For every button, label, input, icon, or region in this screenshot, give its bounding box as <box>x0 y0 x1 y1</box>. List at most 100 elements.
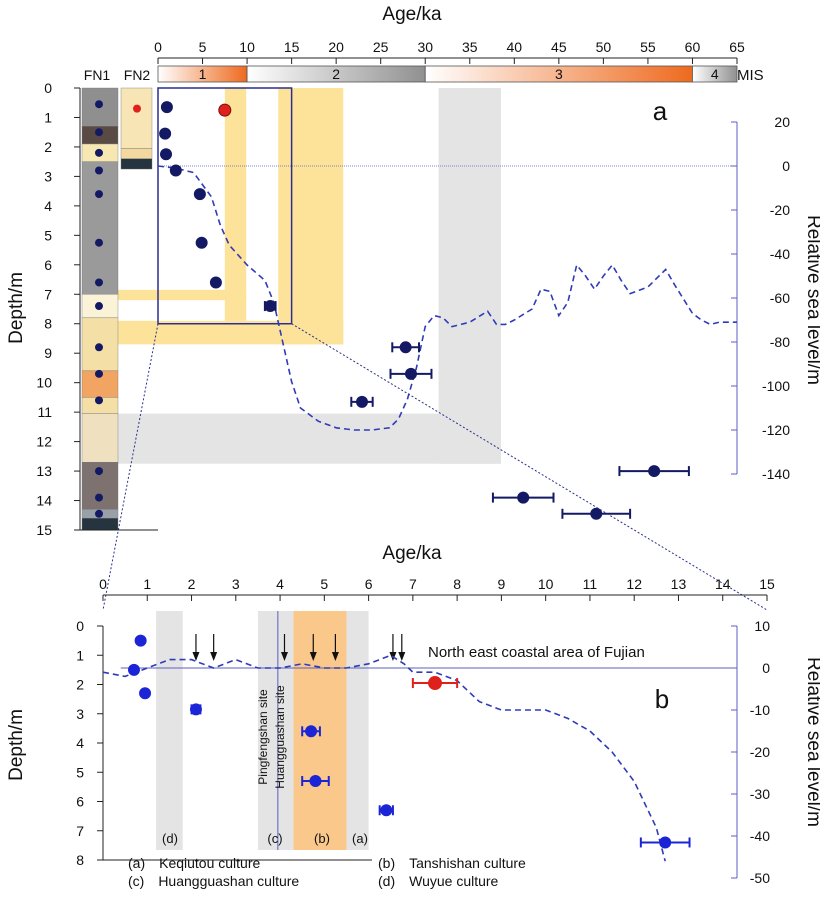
panel-a-bands <box>118 88 501 464</box>
panel-a-y-tick-label: 4 <box>44 198 52 214</box>
panel-a-data-point <box>209 276 222 289</box>
mis-stage-label-4: 4 <box>711 66 719 82</box>
panel-a-right-tick-label: -80 <box>770 334 790 350</box>
panel-b-data-point <box>139 687 152 700</box>
panel-a-right-tick-label: -20 <box>770 202 790 218</box>
panel-a-x-tick-label: 35 <box>462 39 478 55</box>
panel-a-x-axis-title: Age/ka <box>382 4 442 25</box>
panel-b-sea-level-line <box>102 654 666 862</box>
panel-a-points <box>159 101 690 520</box>
panel-b-site-label-huangguashan: Huangguashan site <box>273 685 287 789</box>
panel-a-y-tick-label: 8 <box>44 316 52 332</box>
panel-a-data-point <box>264 300 277 313</box>
panel-b-data-point <box>305 725 318 738</box>
panel-b-right-tick-label: -10 <box>750 702 770 718</box>
connector-right <box>291 323 768 611</box>
panel-a-y-tick-label: 9 <box>44 345 52 361</box>
panel-b-y-tick-label: 8 <box>76 852 84 868</box>
panel-a-data-point <box>590 507 603 520</box>
panel-a-data-point <box>355 395 368 408</box>
panel-b-right-tick-label: 10 <box>754 618 770 634</box>
panel-a-y-tick-label: 3 <box>44 168 52 184</box>
panel-b-right-tick-label: -30 <box>750 786 770 802</box>
culture-arrow-head <box>192 652 200 661</box>
yellow-band-age-holocene <box>224 88 247 321</box>
panel-a-data-point <box>195 236 208 249</box>
culture-band-a <box>346 611 369 850</box>
panel-b-x-tick-label: 11 <box>583 576 598 592</box>
panel-a-y-tick-label: 10 <box>36 375 52 391</box>
panel-a-data-point <box>399 341 412 354</box>
panel-a-y-tick-label: 11 <box>37 404 52 420</box>
panel-b-y-axis-title: Depth/m <box>6 709 27 781</box>
yellow-band-depth-2 <box>118 320 344 345</box>
panel-b-x-tick-label: 7 <box>409 576 417 592</box>
panel-b-y-tick-label: 5 <box>76 764 84 780</box>
legend-item-huangguashan: (c) Huangguashan culture <box>128 873 299 889</box>
panel-a-x-tick-label: 60 <box>685 39 701 55</box>
panel-a-right-tick-label: -140 <box>762 466 790 482</box>
panel-a-y-tick-label: 1 <box>44 109 52 125</box>
panel-a-right-tick-label: -40 <box>770 246 790 262</box>
fn2-sample-dot <box>133 104 141 113</box>
panel-b-x-tick-label: 15 <box>759 576 775 592</box>
panel-b-right-tick-label: 0 <box>762 660 770 676</box>
panel-a-y-axis-title: Depth/m <box>6 272 27 344</box>
panel-a-data-point <box>648 465 661 478</box>
fn1-sample-dot <box>95 493 103 502</box>
culture-arrow-head <box>210 652 218 661</box>
panel-a-data-point <box>160 101 173 114</box>
fn1-sample-dot <box>95 467 103 476</box>
panel-b-x-tick-label: 9 <box>498 576 506 592</box>
panel-b-y-tick-label: 4 <box>76 735 84 751</box>
panel-b-x-tick-label: 5 <box>320 576 328 592</box>
panel-a-data-point <box>193 188 206 201</box>
panel-a-data-point <box>404 367 417 380</box>
grey-band-depth <box>118 413 501 464</box>
panel-b-band-letter-c: (c) <box>267 831 282 846</box>
legend-item-wuyue: (d) Wuyue culture <box>378 873 499 889</box>
fn1-sample-dot <box>95 190 103 199</box>
panel-a-data-point <box>169 164 182 177</box>
legend-item-keqiutou: (a) Keqiutou culture <box>128 855 261 871</box>
panel-a-y-tick-label: 5 <box>44 227 52 243</box>
fn1-layer <box>81 462 119 510</box>
panel-b-y-tick-label: 6 <box>76 794 84 810</box>
panel-b-band-letter-d: (d) <box>162 831 178 846</box>
grey-band-age-mis3 <box>438 88 501 464</box>
panel-a-right-tick-label: -100 <box>762 378 790 394</box>
fn2-layer <box>120 158 153 170</box>
panel-b-x-tick-label: 3 <box>232 576 240 592</box>
panel-a-x-tick-label: 20 <box>328 39 344 55</box>
mis-stage-label-3: 3 <box>555 66 563 82</box>
panel-b-axes: 0 1 2 3 4 5 6 7 8 9 10 11 12 13 14 15012345678100-10-20… <box>76 576 775 886</box>
fn1-layer <box>81 161 119 295</box>
panel-b-region-label: North east coastal area of Fujian <box>428 644 645 661</box>
culture-band-c <box>257 611 294 850</box>
panel-a-mis-title: MIS <box>737 67 764 84</box>
panel-b-right-tick-label: -50 <box>750 870 770 886</box>
panel-b-data-point <box>659 836 672 849</box>
culture-band-d <box>156 611 183 850</box>
panel-b-x-tick-label: 12 <box>626 576 642 592</box>
yellow-band-depth-1 <box>118 289 247 301</box>
panel-a-data-point <box>159 127 172 140</box>
panel-a-data-point <box>160 148 173 161</box>
panel-b-right-axis-title: Relative sea level/m <box>803 657 820 827</box>
panel-a-zoom-box <box>157 87 293 325</box>
panel-a-x-tick-label: 65 <box>729 39 745 55</box>
panel-a-x-tick-label: 30 <box>417 39 433 55</box>
panel-b-data-point <box>309 775 322 788</box>
panel-a-x-tick-label: 0 <box>154 39 162 55</box>
panel-a-y-tick-label: 7 <box>44 286 52 302</box>
mis-stage-4 <box>692 65 738 83</box>
fn1-sample-dot <box>95 278 103 287</box>
panel-a-label: a <box>653 96 668 126</box>
panel-a-right-tick-label: 0 <box>782 158 790 174</box>
panel-a-y-tick-label: 6 <box>44 257 52 273</box>
fn1-sample-dot <box>95 238 103 247</box>
panel-a-x-tick-label: 45 <box>551 39 567 55</box>
panel-a-right-tick-label: -60 <box>770 290 790 306</box>
fn1-sample-dot <box>95 128 103 137</box>
